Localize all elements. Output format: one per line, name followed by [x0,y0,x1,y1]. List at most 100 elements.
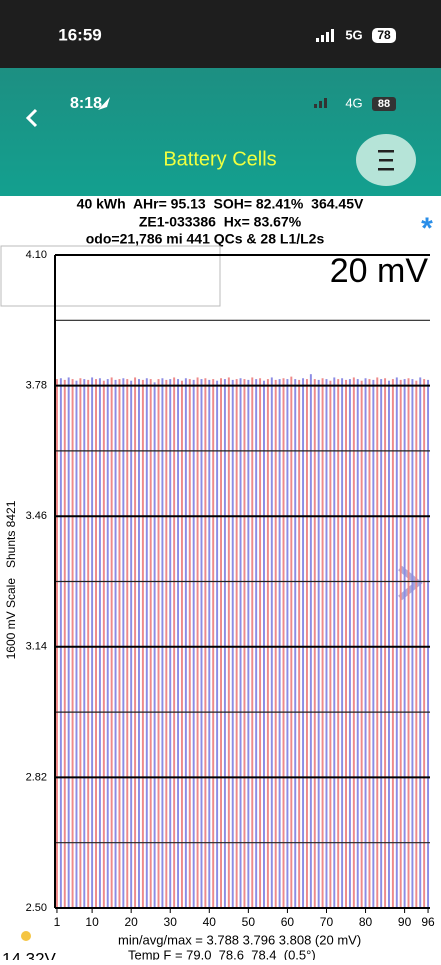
bar [313,379,316,908]
bar [423,379,426,908]
bar [71,379,74,908]
bar [177,379,180,908]
bar [220,378,222,908]
bar [75,380,78,908]
stats: min/avg/max = 3.788 3.796 3.808 (20 mV) [118,932,361,947]
scale-label: 20 mV [330,252,429,290]
inner-battery [372,97,396,111]
x-tick-label: 80 [359,915,373,929]
x-tick-label: 20 [124,915,138,929]
bar [161,378,164,908]
bar [263,380,265,908]
y-axis-label: 1600 mV Scale Shunts 8421 [4,500,18,659]
bulb-icon [21,931,31,941]
battery-level: 78 [377,28,391,42]
x-tick-label: 10 [85,915,99,929]
y-tick-label: 3.78 [26,380,47,392]
info-line: 40 kWh AHr= 95.13 SOH= 82.41% 364.45V [77,196,364,212]
x-tick-label: 1 [54,915,61,929]
x-tick-label: 70 [320,915,334,929]
bar [270,377,273,908]
bar [55,379,58,908]
overlay-box [0,245,221,307]
y-tick-label: 3.46 [26,510,47,522]
bar [415,380,418,908]
bar [399,379,402,909]
bar [145,378,148,908]
y-tick-label: 2.82 [26,771,47,783]
bar [188,379,191,908]
bar [235,379,238,908]
menu-button[interactable] [356,134,416,186]
bar [173,377,176,908]
bar [122,378,125,908]
bar [352,377,355,908]
bar [204,378,207,908]
bar [231,379,234,909]
x-tick-label: 50 [242,915,256,929]
bar [91,377,94,908]
bar [118,379,121,908]
bar [309,374,312,908]
bar [223,379,226,908]
bar [329,380,332,908]
bar [192,379,195,909]
bar [356,379,359,908]
voltage-12v: 14.32V [2,949,57,960]
battery-icon [372,28,396,43]
y-tick-label: 3.14 [26,641,47,653]
inner-network: 4G [345,95,362,110]
bar [345,379,347,909]
bar [403,379,406,908]
temps: Temp F = 79.0 78.6 78.4 (0.5°) [128,947,316,960]
bar [298,379,301,909]
bar [134,377,137,908]
bar [427,379,430,909]
marker[interactable]: * [421,212,433,245]
next-arrow[interactable] [398,565,423,601]
bar [83,379,86,908]
bar [67,377,70,908]
bar [411,379,414,908]
bar [317,379,320,909]
bar [333,377,336,908]
bar [200,379,203,908]
bar [239,378,242,908]
bar [216,380,219,908]
bar [212,379,215,908]
status-bar [0,0,441,68]
bar [251,377,254,908]
bar [59,378,62,908]
bar [243,379,246,908]
bar [165,379,168,909]
bar [130,380,133,908]
bar [368,379,371,908]
back-button[interactable] [25,108,38,128]
bar [247,379,250,909]
bar [395,377,398,908]
bar [266,379,269,908]
location-icon [98,97,110,110]
bar [286,379,289,908]
bar [169,379,172,908]
x-tick-label: 30 [164,915,178,929]
bar [106,379,109,908]
bar [110,377,113,908]
bar [255,379,258,908]
bar [114,379,117,909]
bar [149,379,152,908]
bar [278,379,281,908]
bar [407,378,410,908]
bar [321,378,324,908]
bar [348,379,351,908]
bar [364,378,367,908]
bar [325,379,328,908]
bar [87,379,90,909]
bar [153,382,156,909]
bar [259,378,262,908]
bar [138,379,140,908]
bar [384,378,387,908]
x-tick-label: 96 [421,915,435,929]
